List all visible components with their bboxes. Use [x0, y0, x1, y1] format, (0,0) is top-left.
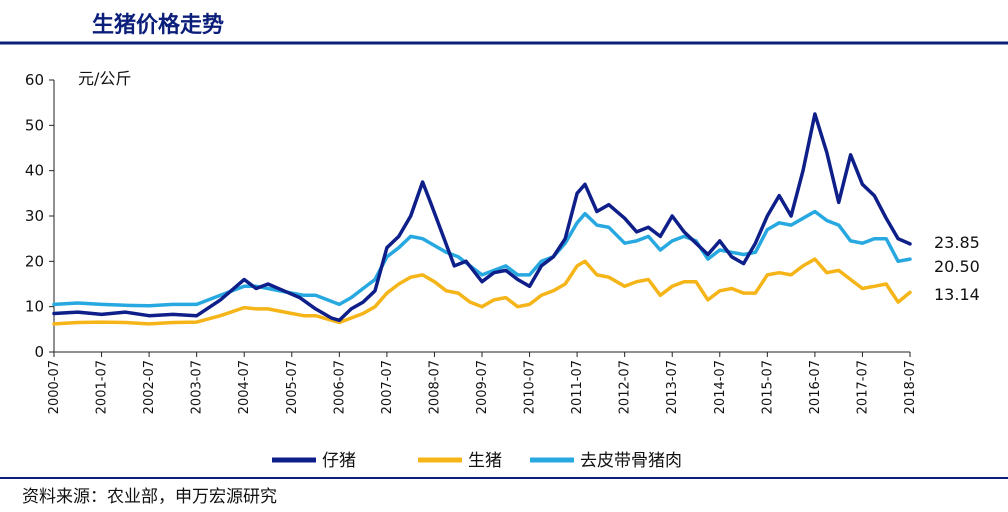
x-tick-label: 2004-07 [237, 360, 252, 414]
series-line-1 [52, 257, 912, 326]
x-tick-label: 2015-07 [760, 360, 775, 414]
y-axis-unit: 元/公斤 [78, 69, 131, 88]
y-tick-label: 20 [25, 252, 44, 270]
series-layer [52, 112, 912, 326]
x-tick-label: 2016-07 [808, 360, 823, 414]
y-tick-label: 60 [25, 71, 44, 89]
x-tick-label: 2017-07 [855, 360, 870, 414]
x-tick-label: 2008-07 [427, 360, 442, 414]
source-note: 资料来源：农业部，申万宏源研究 [22, 487, 277, 507]
x-tick-label: 2001-07 [95, 360, 110, 414]
end-label-2: 20.50 [934, 257, 980, 276]
x-tick-label: 2014-07 [713, 360, 728, 414]
x-tick-label: 2018-07 [903, 360, 918, 414]
y-tick-label: 40 [25, 162, 44, 180]
x-tick-label: 2000-07 [47, 360, 62, 414]
axes: 0 10 20 30 40 50 60 2000-07 2001-07 2002-07 2003-0… [25, 71, 918, 414]
x-tick-label: 2002-07 [142, 360, 157, 414]
x-tick-label: 2012-07 [618, 360, 633, 414]
y-tick-label: 30 [25, 207, 44, 225]
legend-label-0: 仔猪 [322, 451, 356, 471]
legend: 仔猪 生猪 去皮带骨猪肉 [272, 451, 682, 471]
x-tick-label: 2006-07 [332, 360, 347, 414]
x-tick-label: 2011-07 [570, 360, 585, 414]
end-label-0: 23.85 [934, 233, 980, 252]
end-labels: 23.85 20.50 13.14 [934, 233, 980, 304]
y-tick-label: 50 [25, 116, 44, 134]
page-title: 生猪价格走势 [92, 12, 224, 38]
legend-label-2: 去皮带骨猪肉 [580, 451, 682, 471]
series-line-2 [52, 209, 912, 308]
x-tick-label: 2003-07 [190, 360, 205, 414]
end-label-1: 13.14 [934, 285, 980, 304]
series-line-0 [52, 112, 912, 323]
legend-label-1: 生猪 [468, 451, 502, 471]
y-tick-label: 10 [25, 298, 44, 316]
x-tick-label: 2013-07 [665, 360, 680, 414]
x-tick-label: 2009-07 [475, 360, 490, 414]
x-tick-label: 2005-07 [285, 360, 300, 414]
y-tick-label: 0 [34, 343, 44, 361]
x-tick-label: 2010-07 [523, 360, 538, 414]
x-tick-label: 2007-07 [380, 360, 395, 414]
